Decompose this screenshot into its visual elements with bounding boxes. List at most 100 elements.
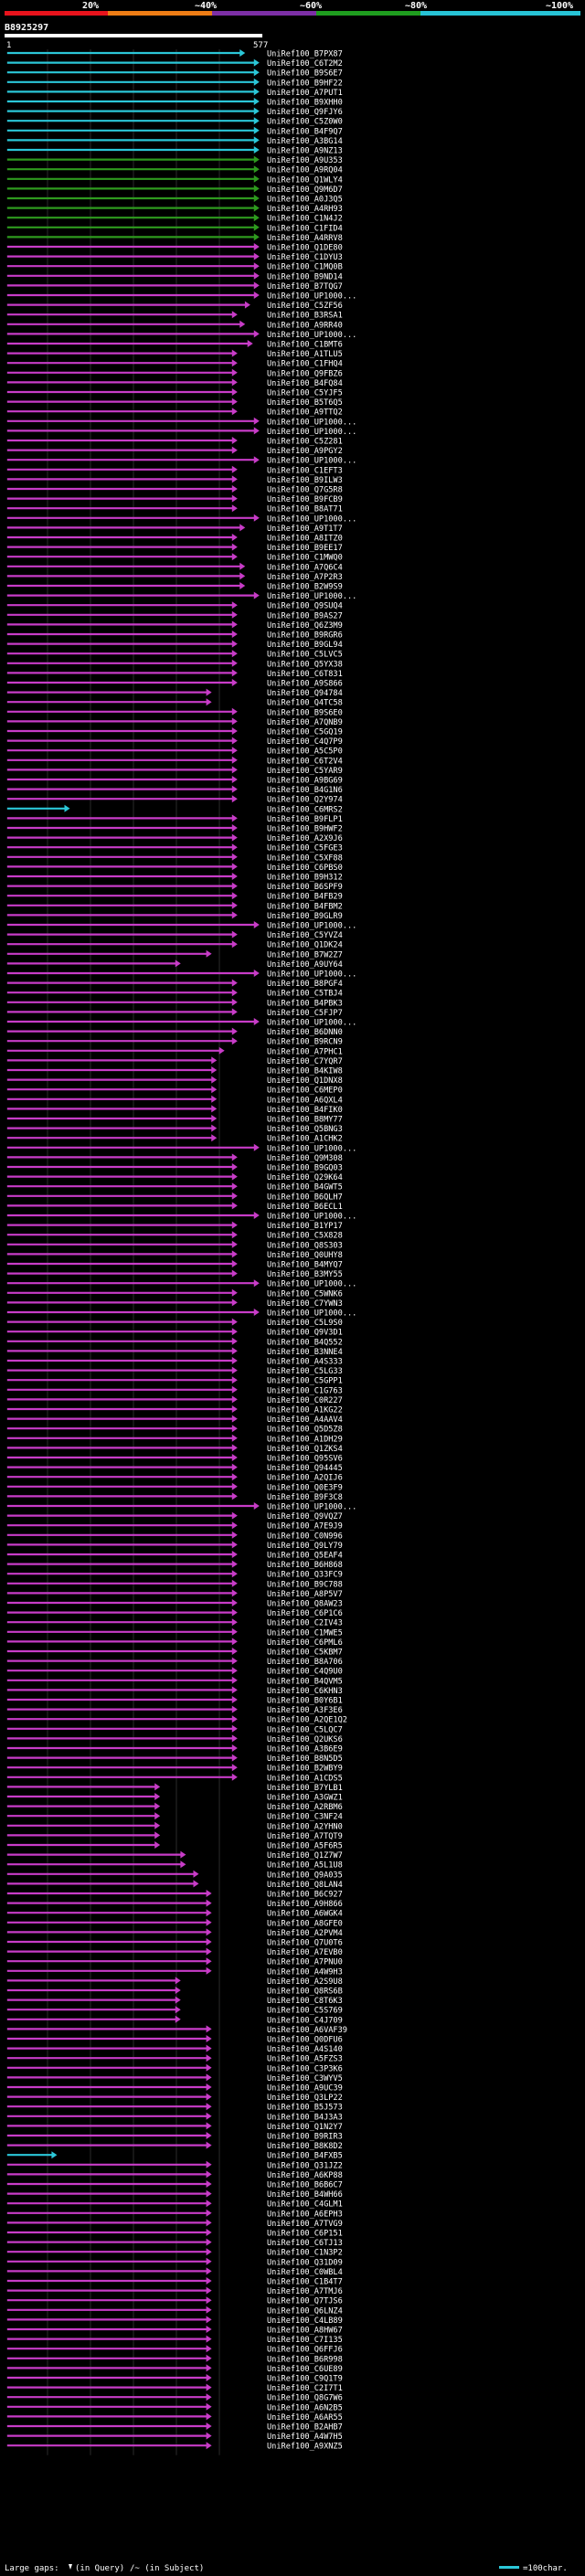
hit-label[interactable]: UniRef100_B7PX87 <box>267 50 343 59</box>
hit-label[interactable]: UniRef100_B7TQG7 <box>267 282 343 292</box>
hit-label[interactable]: UniRef100_A9UC39 <box>267 2084 343 2094</box>
hit-label[interactable]: UniRef100_Q5BNG3 <box>267 1125 343 1134</box>
hit-label[interactable]: UniRef100_B4F9Q7 <box>267 127 343 136</box>
hit-label[interactable]: UniRef100_B9S6E7 <box>267 69 343 79</box>
hit-label[interactable]: UniRef100_Q8RS6B <box>267 1988 343 1997</box>
hit-label[interactable]: UniRef100_B6ECL1 <box>267 1203 343 1212</box>
hit-label[interactable]: UniRef100_B9HF22 <box>267 79 343 88</box>
hit-label[interactable]: UniRef100_C6TJ13 <box>267 2239 343 2248</box>
hit-label[interactable]: UniRef100_B4PBK3 <box>267 999 343 1008</box>
hit-label[interactable]: UniRef100_A5L1U8 <box>267 1861 343 1871</box>
hit-label[interactable]: UniRef100_B9GLR9 <box>267 912 343 921</box>
hit-label[interactable]: UniRef100_C6KHN3 <box>267 1687 343 1696</box>
hit-label[interactable]: UniRef100_Q6LNZ4 <box>267 2306 343 2316</box>
hit-label[interactable]: UniRef100_C1DYU3 <box>267 253 343 262</box>
hit-label[interactable]: UniRef100_A9S866 <box>267 680 343 689</box>
hit-label[interactable]: UniRef100_C1FHQ4 <box>267 360 343 369</box>
hit-label[interactable]: UniRef100_C5LQC7 <box>267 1725 343 1734</box>
hit-label[interactable]: UniRef100_C4Q9U0 <box>267 1668 343 1677</box>
hit-label[interactable]: UniRef100_Q8LAN4 <box>267 1881 343 1890</box>
hit-label[interactable]: UniRef100_Q9V3D1 <box>267 1329 343 1338</box>
hit-label[interactable]: UniRef100_C3P3K6 <box>267 2064 343 2073</box>
hit-label[interactable]: UniRef100_A5FZS3 <box>267 2055 343 2064</box>
hit-label[interactable]: UniRef100_B5T6Q5 <box>267 398 343 408</box>
hit-label[interactable]: UniRef100_B9AS27 <box>267 611 343 620</box>
hit-label[interactable]: UniRef100_A0J3Q5 <box>267 196 343 205</box>
hit-label[interactable]: UniRef100_C1B4T7 <box>267 2278 343 2287</box>
hit-label[interactable]: UniRef100_A7Q6C4 <box>267 563 343 572</box>
hit-label[interactable]: UniRef100_B9ND14 <box>267 272 343 281</box>
hit-label[interactable]: UniRef100_B6H868 <box>267 1561 343 1570</box>
hit-label[interactable]: UniRef100_Q3LP22 <box>267 2094 343 2103</box>
hit-label[interactable]: UniRef100_B9EE17 <box>267 544 343 553</box>
hit-label[interactable]: UniRef100_Q33FC9 <box>267 1571 343 1580</box>
hit-label[interactable]: UniRef100_C5X828 <box>267 1232 343 1241</box>
hit-label[interactable]: UniRef100_C5YAR9 <box>267 767 343 776</box>
hit-label[interactable]: UniRef100_A8ITZ0 <box>267 535 343 544</box>
hit-label[interactable]: UniRef100_C0WBL4 <box>267 2268 343 2277</box>
hit-label[interactable]: UniRef100_C7YWN3 <box>267 1299 343 1309</box>
hit-label[interactable]: UniRef100_Q9FBZ6 <box>267 369 343 378</box>
hit-label[interactable]: UniRef100_A1DH29 <box>267 1435 343 1444</box>
hit-label[interactable]: UniRef100_C5S769 <box>267 2007 343 2016</box>
hit-label[interactable]: UniRef100_C5L9S0 <box>267 1319 343 1328</box>
hit-label[interactable]: UniRef100_Q4TC58 <box>267 699 343 708</box>
hit-label[interactable]: UniRef100_A2QIJ6 <box>267 1474 343 1483</box>
hit-label[interactable]: UniRef100_A9BG69 <box>267 777 343 786</box>
hit-label[interactable]: UniRef100_Q6Z3M9 <box>267 621 343 631</box>
hit-label[interactable]: UniRef100_A7TVG9 <box>267 2220 343 2229</box>
hit-label[interactable]: UniRef100_A7PNU0 <box>267 1958 343 1967</box>
hit-label[interactable]: UniRef100_A7TMJ6 <box>267 2287 343 2296</box>
hit-label[interactable]: UniRef100_Q8G7W6 <box>267 2394 343 2403</box>
hit-label[interactable]: UniRef100_C1MWQ0 <box>267 554 343 563</box>
hit-label[interactable]: UniRef100_B2WBY9 <box>267 1765 343 1774</box>
hit-label[interactable]: UniRef100_Q9M6D7 <box>267 186 343 195</box>
hit-label[interactable]: UniRef100_C6PML6 <box>267 1638 343 1648</box>
hit-label[interactable]: UniRef100_C5GQ19 <box>267 728 343 737</box>
hit-label[interactable]: UniRef100_A5C5P0 <box>267 747 343 757</box>
hit-label[interactable]: UniRef100_C6UE89 <box>267 2365 343 2374</box>
hit-label[interactable]: UniRef100_A4S333 <box>267 1358 343 1367</box>
hit-label[interactable]: UniRef100_B4G1N6 <box>267 786 343 795</box>
hit-label[interactable]: UniRef100_A6KP88 <box>267 2171 343 2180</box>
hit-label[interactable]: UniRef100_A6WGK4 <box>267 1910 343 1919</box>
hit-label[interactable]: UniRef100_C5FJP7 <box>267 1009 343 1018</box>
hit-label[interactable]: UniRef100_A9UY64 <box>267 960 343 970</box>
hit-label[interactable]: UniRef100_B4MYQ7 <box>267 1261 343 1270</box>
hit-label[interactable]: UniRef100_B7YLB1 <box>267 1784 343 1793</box>
hit-label[interactable]: UniRef100_Q0DFU6 <box>267 2036 343 2045</box>
hit-label[interactable]: UniRef100_C1N4J2 <box>267 215 343 224</box>
hit-label[interactable]: UniRef100_UP1000... <box>267 514 356 524</box>
hit-label[interactable]: UniRef100_UP1000... <box>267 1309 356 1319</box>
hit-label[interactable]: UniRef100_B3MY55 <box>267 1270 343 1279</box>
hit-label[interactable]: UniRef100_A8GFE0 <box>267 1919 343 1928</box>
hit-label[interactable]: UniRef100_C5Z281 <box>267 438 343 447</box>
hit-label[interactable]: UniRef100_B8AT71 <box>267 505 343 514</box>
hit-label[interactable]: UniRef100_C2IV43 <box>267 1619 343 1628</box>
hit-label[interactable]: UniRef100_Q1WLY4 <box>267 175 343 185</box>
hit-label[interactable]: UniRef100_A7P2R3 <box>267 573 343 582</box>
hit-label[interactable]: UniRef100_Q8S303 <box>267 1241 343 1250</box>
hit-label[interactable]: UniRef100_UP1000... <box>267 1144 356 1153</box>
hit-label[interactable]: UniRef100_A9NZ13 <box>267 147 343 156</box>
hit-label[interactable]: UniRef100_A9PGY2 <box>267 447 343 456</box>
hit-label[interactable]: UniRef100_B9GQ03 <box>267 1164 343 1173</box>
hit-label[interactable]: UniRef100_A2PVM4 <box>267 1929 343 1938</box>
hit-label[interactable]: UniRef100_C1EFT3 <box>267 466 343 475</box>
hit-label[interactable]: UniRef100_C1G763 <box>267 1386 343 1395</box>
hit-label[interactable]: UniRef100_B6QLH7 <box>267 1193 343 1202</box>
hit-label[interactable]: UniRef100_B4QVM5 <box>267 1677 343 1686</box>
hit-label[interactable]: UniRef100_B4WH66 <box>267 2190 343 2200</box>
hit-label[interactable]: UniRef100_B9RIR3 <box>267 2133 343 2142</box>
hit-label[interactable]: UniRef100_B6DNN0 <box>267 1028 343 1037</box>
hit-label[interactable]: UniRef100_C1BMT6 <box>267 341 343 350</box>
hit-label[interactable]: UniRef100_B8N5D5 <box>267 1754 343 1764</box>
hit-label[interactable]: UniRef100_A4RH93 <box>267 205 343 214</box>
hit-label[interactable]: UniRef100_B2W9S9 <box>267 583 343 592</box>
hit-label[interactable]: UniRef100_A1TLU5 <box>267 350 343 359</box>
hit-label[interactable]: UniRef100_B6B6C7 <box>267 2181 343 2190</box>
hit-label[interactable]: UniRef100_C5LG33 <box>267 1367 343 1376</box>
hit-label[interactable]: UniRef100_B8PGF4 <box>267 980 343 989</box>
hit-label[interactable]: UniRef100_A1CHK2 <box>267 1135 343 1144</box>
hit-label[interactable]: UniRef100_A6EPH3 <box>267 2210 343 2219</box>
